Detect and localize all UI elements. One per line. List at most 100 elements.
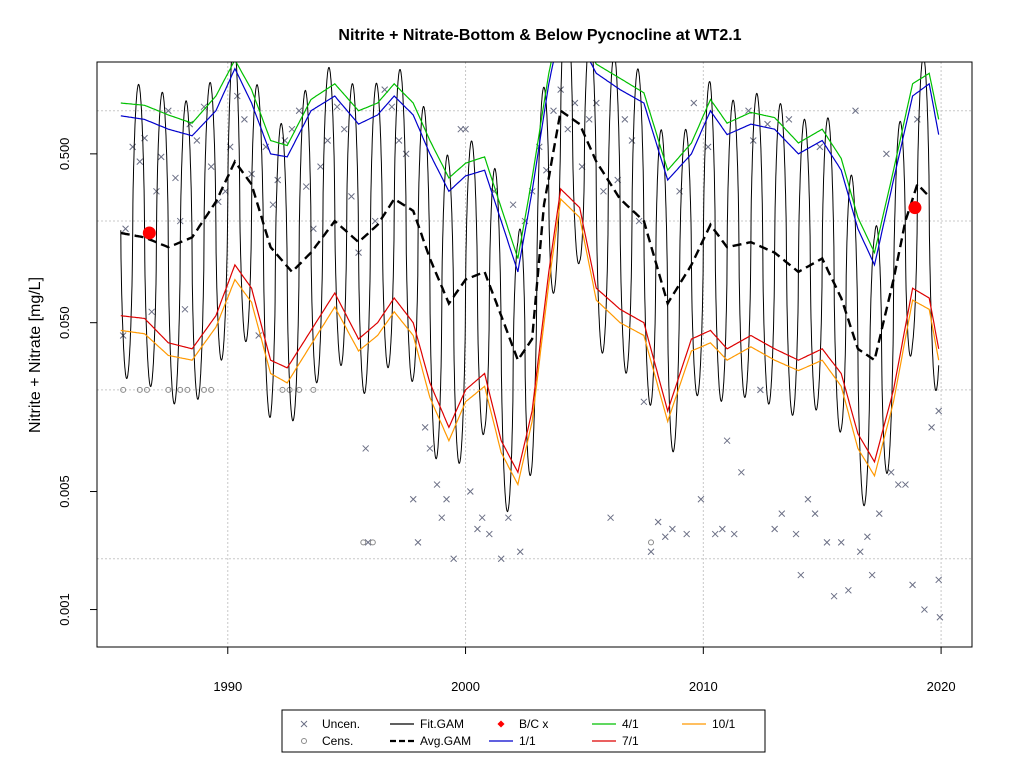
uncensored-point (856, 548, 864, 556)
uncensored-point (371, 217, 379, 225)
plot-frame (96, 61, 973, 648)
uncensored-point (450, 555, 458, 563)
uncensored-point (193, 137, 201, 144)
censored-point (208, 386, 215, 393)
uncensored-point (571, 99, 579, 107)
bc-points (142, 201, 922, 240)
uncensored-point (935, 576, 943, 584)
legend-label: Avg.GAM (420, 734, 471, 748)
uncensored-point (797, 571, 805, 579)
uncensored-point (764, 120, 771, 128)
uncensored-point (585, 116, 593, 123)
censored-point (296, 386, 303, 393)
censored-point (648, 539, 655, 546)
uncensored-point (478, 514, 486, 522)
censored-point (143, 386, 150, 393)
avg-gam-line (120, 108, 931, 363)
uncensored-point (909, 581, 916, 589)
uncensored-point (711, 530, 719, 538)
uncensored-point (730, 530, 738, 538)
uncensored-point (550, 107, 557, 115)
uncensored-point (778, 510, 786, 517)
uncensored-point (295, 107, 303, 115)
legend-item: Cens. (301, 734, 353, 748)
uncensored-point (269, 201, 277, 209)
uncensored-point (785, 116, 793, 123)
x-tick-label: 1990 (213, 679, 242, 694)
legend-item: 7/1 (592, 734, 639, 748)
x-tick-label: 2000 (451, 679, 480, 694)
uncensored-point (288, 125, 296, 133)
legend-item: 4/1 (592, 717, 639, 731)
legend-label: 10/1 (712, 717, 736, 731)
legend-item: Avg.GAM (390, 734, 471, 748)
y-tick-label: 0.050 (57, 306, 72, 339)
censored-point (200, 386, 207, 393)
uncensored-point (466, 488, 474, 495)
uncensored-point (421, 423, 429, 431)
uncensored-point (485, 530, 493, 538)
uncensored-point (364, 539, 372, 546)
uncensored-point (324, 137, 331, 144)
uncensored-point (600, 187, 607, 195)
uncensored-point (438, 514, 446, 522)
censored-point (369, 539, 376, 546)
fit-gam-line (120, 62, 940, 513)
uncensored-point (654, 518, 662, 526)
uncensored-point (845, 586, 852, 594)
uncensored-point (640, 398, 648, 406)
series-10-1-line (120, 197, 940, 487)
legend-label: Cens. (322, 734, 353, 748)
uncensored-point (402, 150, 410, 158)
uncensored-point (274, 176, 282, 184)
uncensored-point (395, 137, 403, 144)
uncensored-point (683, 530, 691, 538)
uncensored-point (153, 187, 160, 195)
uncensored-point (868, 571, 876, 579)
censored-point (136, 386, 143, 393)
x-axis-ticks: 1990 2000 2010 2020 (213, 647, 956, 694)
bc-point (908, 201, 922, 215)
uncensored-point (883, 150, 890, 158)
series-4-1-line (120, 62, 940, 259)
uncensored-point (172, 174, 179, 182)
legend-item: 10/1 (682, 717, 736, 731)
uncensored-point (635, 217, 643, 225)
uncensored-point (830, 592, 838, 600)
uncensored-point (690, 99, 698, 107)
uncensored-point (936, 613, 944, 621)
censored-point (177, 386, 184, 393)
y-axis-ticks: 0.001 0.005 0.050 0.500 (57, 138, 97, 626)
legend-label: 1/1 (519, 734, 536, 748)
uncensored-point (669, 525, 676, 533)
uncensored-point (233, 92, 241, 100)
uncensored-point (181, 305, 189, 313)
x-tick-label: 2020 (927, 679, 956, 694)
uncensored-point (921, 606, 928, 613)
uncensored-point (718, 525, 726, 533)
legend-item: Uncen. (300, 717, 360, 731)
uncensored-point (902, 481, 909, 488)
uncensored-point (317, 163, 324, 170)
uncensored-point (348, 193, 355, 200)
uncensored-point (928, 423, 935, 431)
uncensored-point (935, 407, 943, 415)
uncensored-point (157, 153, 165, 161)
bc-point (142, 226, 156, 240)
uncensored-point (738, 468, 745, 476)
legend-label: Uncen. (322, 717, 360, 731)
legend-item: 1/1 (489, 734, 536, 748)
censored-point (165, 386, 172, 393)
uncensored-point (792, 530, 800, 538)
uncensored-point (433, 481, 441, 488)
uncensored-point (302, 183, 310, 190)
uncensored-point (122, 225, 129, 233)
x-tick-label: 2010 (689, 679, 718, 694)
uncensored-point (875, 510, 883, 517)
uncensored-point (607, 514, 614, 522)
uncensored-points (119, 86, 944, 621)
censored-point (120, 386, 127, 393)
uncensored-point (340, 125, 348, 133)
uncensored-point (388, 103, 396, 111)
uncensored-point (474, 525, 481, 533)
